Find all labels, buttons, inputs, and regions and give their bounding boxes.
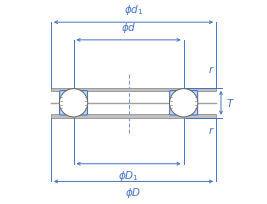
Text: $\phi d_1$: $\phi d_1$ bbox=[124, 3, 143, 17]
Text: $r$: $r$ bbox=[208, 125, 215, 136]
FancyBboxPatch shape bbox=[60, 91, 88, 102]
Circle shape bbox=[59, 89, 88, 117]
FancyBboxPatch shape bbox=[170, 103, 198, 115]
Circle shape bbox=[170, 89, 198, 117]
FancyBboxPatch shape bbox=[60, 103, 88, 115]
Text: $\phi D$: $\phi D$ bbox=[125, 186, 142, 200]
Bar bbox=[51, 114, 216, 118]
Bar bbox=[51, 88, 216, 91]
Text: $\phi D_1$: $\phi D_1$ bbox=[118, 169, 139, 183]
Text: $T$: $T$ bbox=[226, 97, 235, 109]
FancyBboxPatch shape bbox=[170, 91, 198, 102]
Text: $\phi d$: $\phi d$ bbox=[121, 21, 136, 35]
Text: $r$: $r$ bbox=[208, 64, 215, 75]
